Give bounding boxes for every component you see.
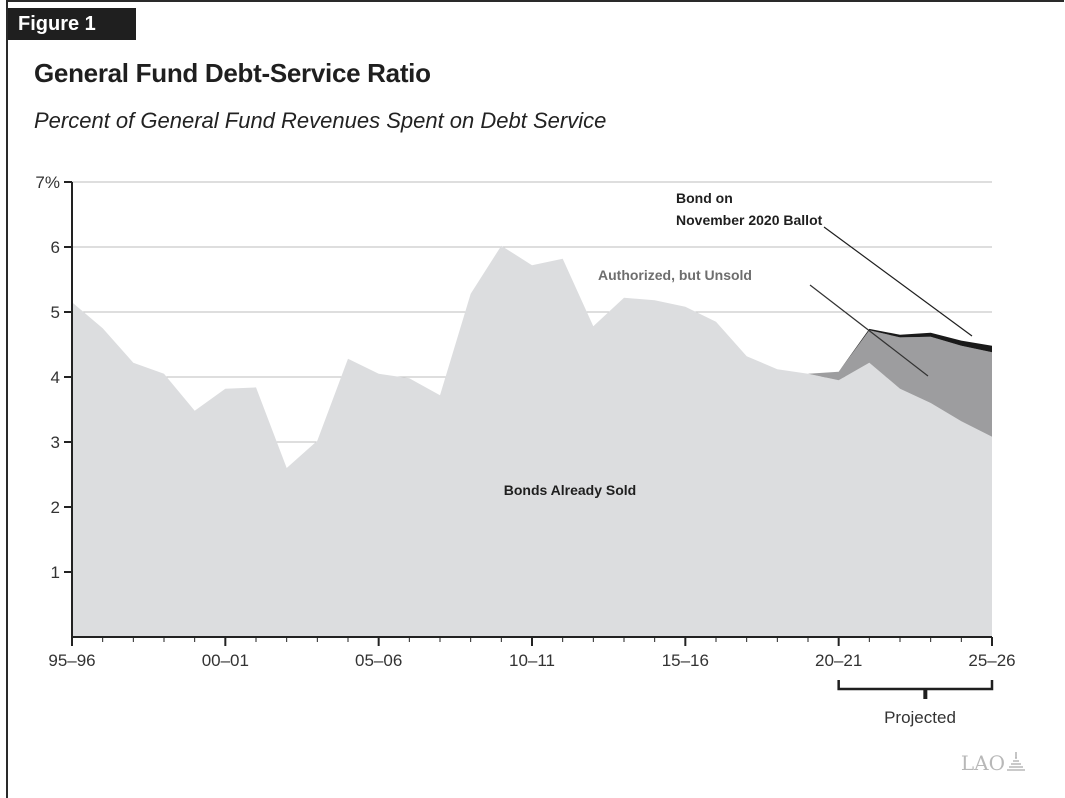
x-tick-label: 20–21 [815,651,862,670]
x-tick-label: 95–96 [48,651,95,670]
chart-title: General Fund Debt-Service Ratio [34,58,431,88]
x-tick-label: 10–11 [509,651,555,670]
y-tick-label: 6 [51,238,60,257]
y-tick-label: 5 [51,303,60,322]
projected-bracket-line [837,680,994,691]
leader-line-ballot [823,226,973,337]
y-tick-label: 7% [35,173,60,192]
annotation-bonds-already-sold: Bonds Already Sold [504,482,637,498]
x-tick-labels: 95–96 00–01 05–06 10–11 15–16 20–21 25–26 [48,651,1015,670]
annotation-authorized-unsold: Authorized, but Unsold [598,267,752,283]
projected-bracket: Projected [837,680,994,727]
area-series [72,245,992,637]
x-tick-label: 00–01 [202,651,249,670]
chart-subtitle: Percent of General Fund Revenues Spent o… [34,108,607,133]
x-tick-label: 25–26 [968,651,1015,670]
annotations: Bonds Already Sold Authorized, but Unsol… [504,190,973,498]
y-tick-labels: 7% 6 5 4 3 2 1 [35,173,60,582]
leader-line-unsold [809,284,929,377]
annotation-ballot-line2: November 2020 Ballot [676,212,823,228]
projected-label: Projected [884,708,956,727]
y-tick-label: 1 [51,563,60,582]
area-bonds-already-sold [72,245,992,637]
area-authorized-unsold [808,330,992,437]
y-tick-label: 4 [51,368,60,387]
lao-logo-text: LAO [961,751,1005,775]
figure-label: Figure 1 [8,8,136,40]
annotation-ballot-line1: Bond on [676,190,733,206]
y-tick-label: 2 [51,498,60,517]
capitol-dome-icon [1007,752,1025,771]
y-tick-label: 3 [51,433,60,452]
axes [64,181,993,646]
area-ballot-bond [838,328,992,372]
x-tick-label: 15–16 [662,651,709,670]
x-tick-label: 05–06 [355,651,402,670]
figure-frame [6,0,1064,798]
